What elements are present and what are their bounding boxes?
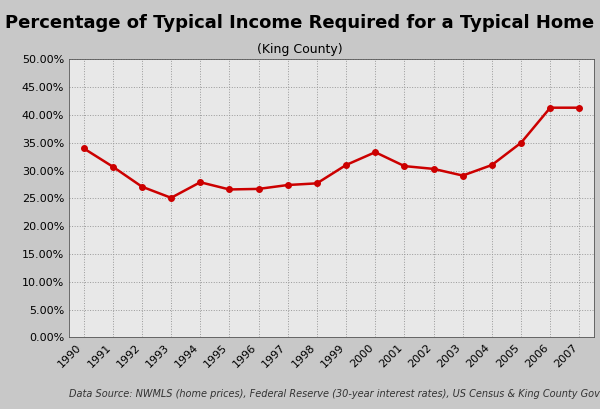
Text: (King County): (King County) bbox=[257, 43, 343, 56]
Text: Percentage of Typical Income Required for a Typical Home: Percentage of Typical Income Required fo… bbox=[5, 14, 595, 32]
Text: Data Source: NWMLS (home prices), Federal Reserve (30-year interest rates), US C: Data Source: NWMLS (home prices), Federa… bbox=[69, 389, 600, 399]
